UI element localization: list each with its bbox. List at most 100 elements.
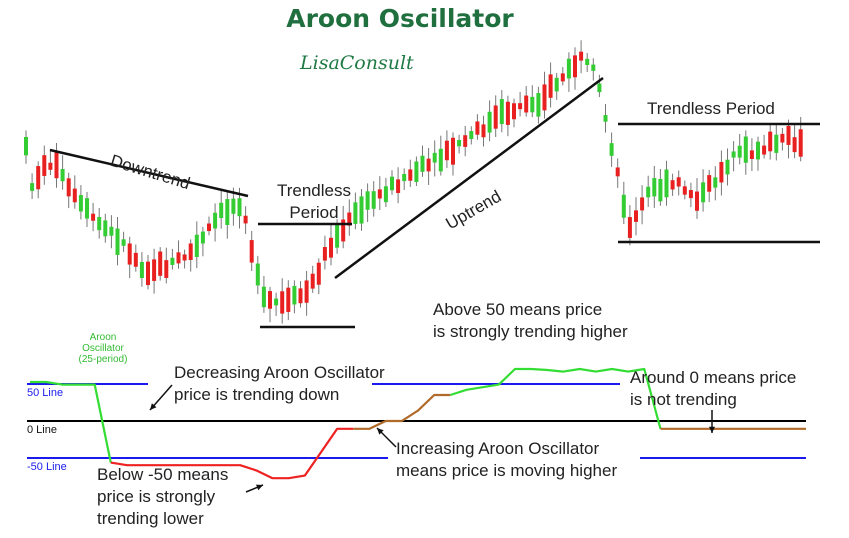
increasing-note: Increasing Aroon Oscillator means price … <box>396 438 617 482</box>
below-neg50-arrow-head <box>256 484 263 491</box>
candle-down <box>347 212 352 226</box>
candle-up <box>609 143 614 156</box>
level-label-neg50: -50 Line <box>27 461 67 473</box>
below-neg50-note-line2: price is strongly <box>97 487 216 506</box>
decreasing-note-line2: price is trending down <box>174 385 340 404</box>
below-neg50-note: Below -50 means price is strongly trendi… <box>97 464 228 530</box>
candle-down <box>127 243 132 265</box>
candle-up <box>499 99 504 125</box>
candle-up <box>621 194 626 218</box>
candle-up <box>731 151 736 158</box>
candle-up <box>170 257 175 265</box>
above-50-note: Above 50 means price is strongly trendin… <box>433 299 628 343</box>
decreasing-note-line1: Decreasing Aroon Oscillator <box>174 363 385 382</box>
candle-up <box>536 93 541 117</box>
candle-up <box>774 134 779 153</box>
candle-down <box>316 262 321 285</box>
candle-up <box>652 178 657 197</box>
around-zero-note-line2: is not trending <box>630 390 737 409</box>
candle-up <box>97 217 102 231</box>
candle-down <box>676 177 681 187</box>
candle-up <box>85 198 89 219</box>
candle-up <box>566 58 571 79</box>
candle-down <box>133 252 138 267</box>
candle-up <box>585 58 590 66</box>
around-zero-arrow-head <box>708 426 716 433</box>
candle-up <box>420 155 425 172</box>
oscillator-series-label: Aroon Oscillator (25-period) <box>68 332 138 365</box>
candle-down <box>682 186 687 195</box>
candle-up <box>756 141 760 160</box>
candle-up <box>60 169 65 182</box>
candle-up <box>237 198 242 217</box>
candle-down <box>36 166 41 190</box>
below-neg50-note-line1: Below -50 means <box>97 465 229 484</box>
candle-down <box>158 251 163 276</box>
candle-up <box>713 177 718 188</box>
candle-down <box>176 252 181 264</box>
candle-down <box>42 155 47 176</box>
candle-up <box>414 161 419 182</box>
candle-up <box>231 198 236 214</box>
candle-down <box>463 135 468 147</box>
candle-up <box>737 145 742 158</box>
candle-up <box>530 96 535 113</box>
candle-up <box>139 261 144 279</box>
candle-down <box>573 55 577 78</box>
candle-down <box>695 191 699 211</box>
candle-down <box>408 169 413 181</box>
candle-down <box>426 158 431 172</box>
candle-up <box>658 178 663 202</box>
candle-up <box>725 159 730 175</box>
level-label-0: 0 Line <box>27 424 57 436</box>
candle-down <box>66 178 71 197</box>
candle-up <box>255 263 260 286</box>
candle-down <box>719 161 724 183</box>
candle-down <box>329 237 333 258</box>
trendless-label-1-line1: Trendless <box>276 181 351 200</box>
candle-down <box>377 189 382 199</box>
candle-down <box>152 259 157 281</box>
candle-down <box>768 131 773 152</box>
candle-up <box>109 226 114 236</box>
candle-down <box>560 73 565 82</box>
candle-down <box>786 125 791 145</box>
candle-up <box>701 182 706 203</box>
oscillator-label-line3: (25-period) <box>78 354 128 365</box>
candle-up <box>359 196 364 224</box>
candle-up <box>469 131 474 140</box>
candle-up <box>402 173 407 182</box>
brand-logo-text: LisaConsult <box>300 52 414 74</box>
trendless-label-1-line2: Period <box>289 203 339 222</box>
candle-up <box>30 183 35 191</box>
candle-down <box>304 280 309 303</box>
candle-up <box>365 191 370 210</box>
candle-down <box>286 287 291 312</box>
candle-up <box>115 228 120 255</box>
candle-up <box>664 169 669 198</box>
candle-down <box>518 103 523 110</box>
candle-down <box>268 291 272 309</box>
candle-up <box>438 148 443 172</box>
candle-down <box>579 51 584 61</box>
candle-down <box>640 197 645 211</box>
candle-up <box>219 202 224 219</box>
candle-down <box>670 180 675 190</box>
candle-up <box>432 152 437 163</box>
candle-up <box>743 136 748 163</box>
candle-up <box>487 111 492 133</box>
candle-up <box>261 286 266 308</box>
candle-down <box>548 74 553 98</box>
candle-up <box>371 191 376 209</box>
trend-lines <box>49 76 820 329</box>
candle-down <box>627 217 632 238</box>
candle-down <box>451 137 455 165</box>
candle-down <box>146 261 150 286</box>
candle-down <box>780 133 785 143</box>
level-label-50: 50 Line <box>27 387 64 399</box>
candle-down <box>615 167 620 177</box>
trendless-label-1: Trendless Period <box>270 180 358 224</box>
candle-down <box>542 84 547 111</box>
candle-down <box>524 95 529 113</box>
candle-down <box>493 105 498 129</box>
